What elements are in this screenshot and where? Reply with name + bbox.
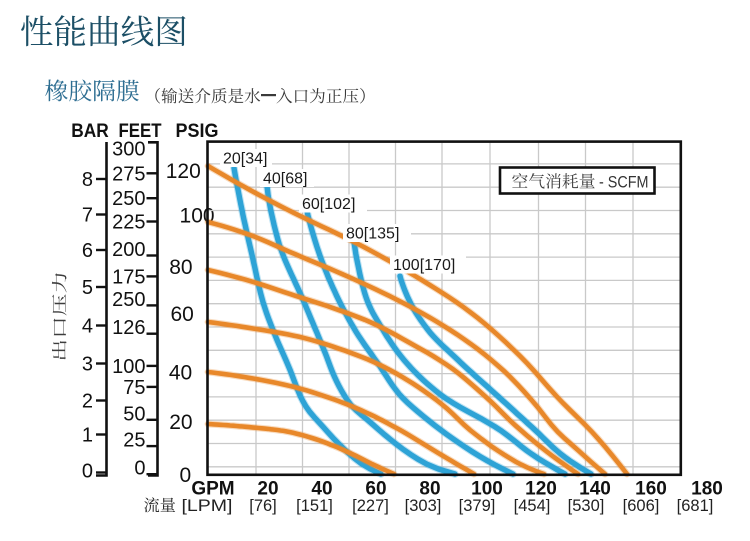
- svg-text:0: 0: [180, 464, 192, 487]
- svg-text:[454]: [454]: [514, 497, 551, 515]
- svg-text:100[170]: 100[170]: [393, 257, 455, 274]
- svg-text:[606]: [606]: [623, 497, 660, 515]
- svg-text:60[102]: 60[102]: [302, 196, 355, 213]
- svg-text:275: 275: [112, 163, 145, 185]
- svg-text:0: 0: [82, 461, 93, 483]
- svg-text:1: 1: [82, 425, 93, 447]
- svg-text:[227]: [227]: [352, 497, 389, 515]
- svg-text:4: 4: [82, 316, 93, 338]
- svg-text:175: 175: [112, 266, 145, 288]
- svg-text:3: 3: [82, 354, 93, 376]
- svg-text:7: 7: [82, 205, 93, 227]
- svg-text:- SCFM: - SCFM: [599, 173, 649, 191]
- svg-text:[151]: [151]: [296, 497, 333, 515]
- svg-text:20: 20: [257, 479, 278, 500]
- svg-text:PSIG: PSIG: [176, 121, 219, 142]
- svg-text:40[68]: 40[68]: [263, 171, 307, 188]
- svg-text:100: 100: [112, 356, 145, 378]
- svg-text:120: 120: [166, 160, 201, 183]
- svg-text:140: 140: [579, 479, 611, 500]
- svg-text:FEET: FEET: [119, 121, 162, 142]
- svg-text:80[135]: 80[135]: [346, 226, 399, 243]
- svg-text:GPM: GPM: [191, 479, 234, 500]
- svg-text:[379]: [379]: [459, 497, 496, 515]
- svg-text:BAR: BAR: [71, 121, 109, 142]
- svg-text:126: 126: [112, 317, 145, 339]
- svg-text:160: 160: [635, 479, 667, 500]
- svg-text:250: 250: [112, 289, 145, 311]
- svg-text:80: 80: [419, 479, 440, 500]
- svg-text:60: 60: [365, 479, 386, 500]
- svg-text:80: 80: [169, 256, 192, 279]
- svg-text:60: 60: [170, 303, 193, 326]
- svg-text:120: 120: [525, 479, 557, 500]
- svg-text:300: 300: [112, 138, 145, 160]
- svg-text:[LPM]: [LPM]: [182, 497, 233, 515]
- svg-text:[303]: [303]: [405, 497, 442, 515]
- svg-text:[530]: [530]: [568, 497, 605, 515]
- svg-text:5: 5: [82, 277, 93, 299]
- svg-text:0: 0: [134, 458, 145, 480]
- svg-text:40: 40: [169, 362, 192, 385]
- svg-text:6: 6: [82, 240, 93, 262]
- svg-text:[76]: [76]: [249, 497, 277, 515]
- svg-text:[681]: [681]: [677, 497, 714, 515]
- svg-text:20: 20: [169, 411, 192, 434]
- svg-text:20[34]: 20[34]: [223, 151, 267, 168]
- svg-text:100: 100: [471, 479, 503, 500]
- svg-text:200: 200: [112, 239, 145, 261]
- svg-text:40: 40: [311, 479, 332, 500]
- svg-text:225: 225: [112, 212, 145, 234]
- svg-text:2: 2: [82, 391, 93, 413]
- svg-text:8: 8: [82, 169, 93, 191]
- svg-text:50: 50: [123, 403, 145, 425]
- svg-text:75: 75: [123, 377, 145, 399]
- svg-text:180: 180: [691, 479, 723, 500]
- svg-text:25: 25: [123, 430, 145, 452]
- svg-text:250: 250: [112, 188, 145, 210]
